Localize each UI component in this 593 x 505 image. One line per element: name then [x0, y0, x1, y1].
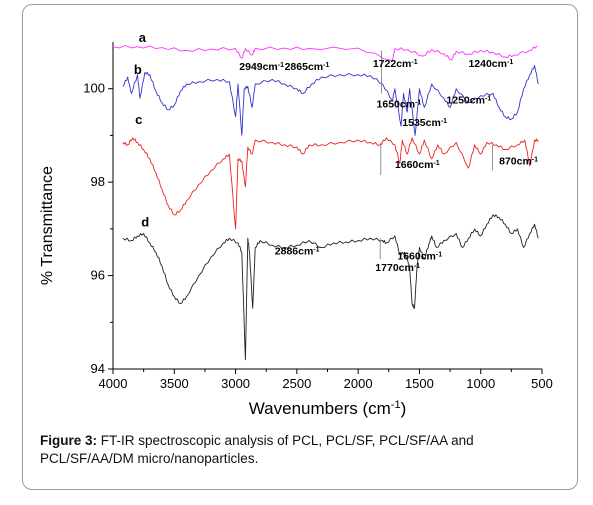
- x-tick-label: 4000: [99, 376, 128, 391]
- x-tick-label: 3500: [160, 376, 189, 391]
- curve-label-a: a: [139, 30, 147, 45]
- y-tick-label: 96: [91, 268, 105, 283]
- chart-series: [112, 45, 539, 361]
- figure-caption-text: FT-IR spectroscopic analysis of PCL, PCL…: [40, 433, 474, 466]
- x-tick-label: 3000: [221, 376, 250, 391]
- ftir-chart: 4000 3500 3000 2500 2000 1500 1000 500 94 96 98 100…: [39, 30, 553, 418]
- peak-annotation: 1250cm-1: [446, 95, 491, 107]
- peak-annotation: 1770cm-1: [375, 262, 420, 274]
- curve-label-b: b: [134, 62, 142, 77]
- x-tick-label: 1500: [405, 376, 434, 391]
- peak-annotation: 2949cm-1: [239, 61, 284, 73]
- x-tick-label: 2500: [282, 376, 311, 391]
- series-line-a: [112, 45, 538, 62]
- chart-labels: a b c d 2949cm-1 2865cm-1 1722cm-1 1240cm-1 1650…: [134, 30, 538, 274]
- curve-label-c: c: [135, 112, 142, 127]
- peak-annotation: 1660cm-1: [395, 159, 440, 171]
- figure-caption-label: Figure 3:: [40, 433, 98, 448]
- y-tick-label: 100: [83, 81, 105, 96]
- chart-axes: 4000 3500 3000 2500 2000 1500 1000 500 94 96 98 100…: [39, 42, 553, 418]
- figure-frame: [22, 4, 578, 490]
- series-line-b: [122, 64, 539, 136]
- peak-annotation: 2865cm-1: [285, 61, 330, 73]
- peak-annotation: 870cm-1: [499, 155, 538, 167]
- figure-caption: Figure 3: FT-IR spectroscopic analysis o…: [40, 432, 560, 468]
- peak-annotation: 1660cm-1: [397, 251, 442, 263]
- series-line-c: [122, 137, 539, 230]
- x-tick-label: 1000: [466, 376, 495, 391]
- x-tick-label: 500: [531, 376, 553, 391]
- y-tick-label: 94: [91, 361, 105, 376]
- peak-annotation: 2886cm-1: [275, 246, 320, 258]
- peak-annotation: 1650cm-1: [377, 98, 422, 110]
- x-tick-label: 2000: [344, 376, 373, 391]
- peak-annotation: 1240cm-1: [468, 58, 513, 70]
- peak-annotation: 1722cm-1: [373, 58, 418, 70]
- x-axis-label: Wavenumbers (cm-1): [249, 399, 406, 418]
- series-line-d: [122, 214, 539, 361]
- peak-annotation: 1535cm-1: [402, 117, 447, 129]
- y-tick-label: 98: [91, 174, 105, 189]
- curve-label-d: d: [141, 215, 149, 230]
- y-axis-label: % Transmittance: [39, 166, 56, 285]
